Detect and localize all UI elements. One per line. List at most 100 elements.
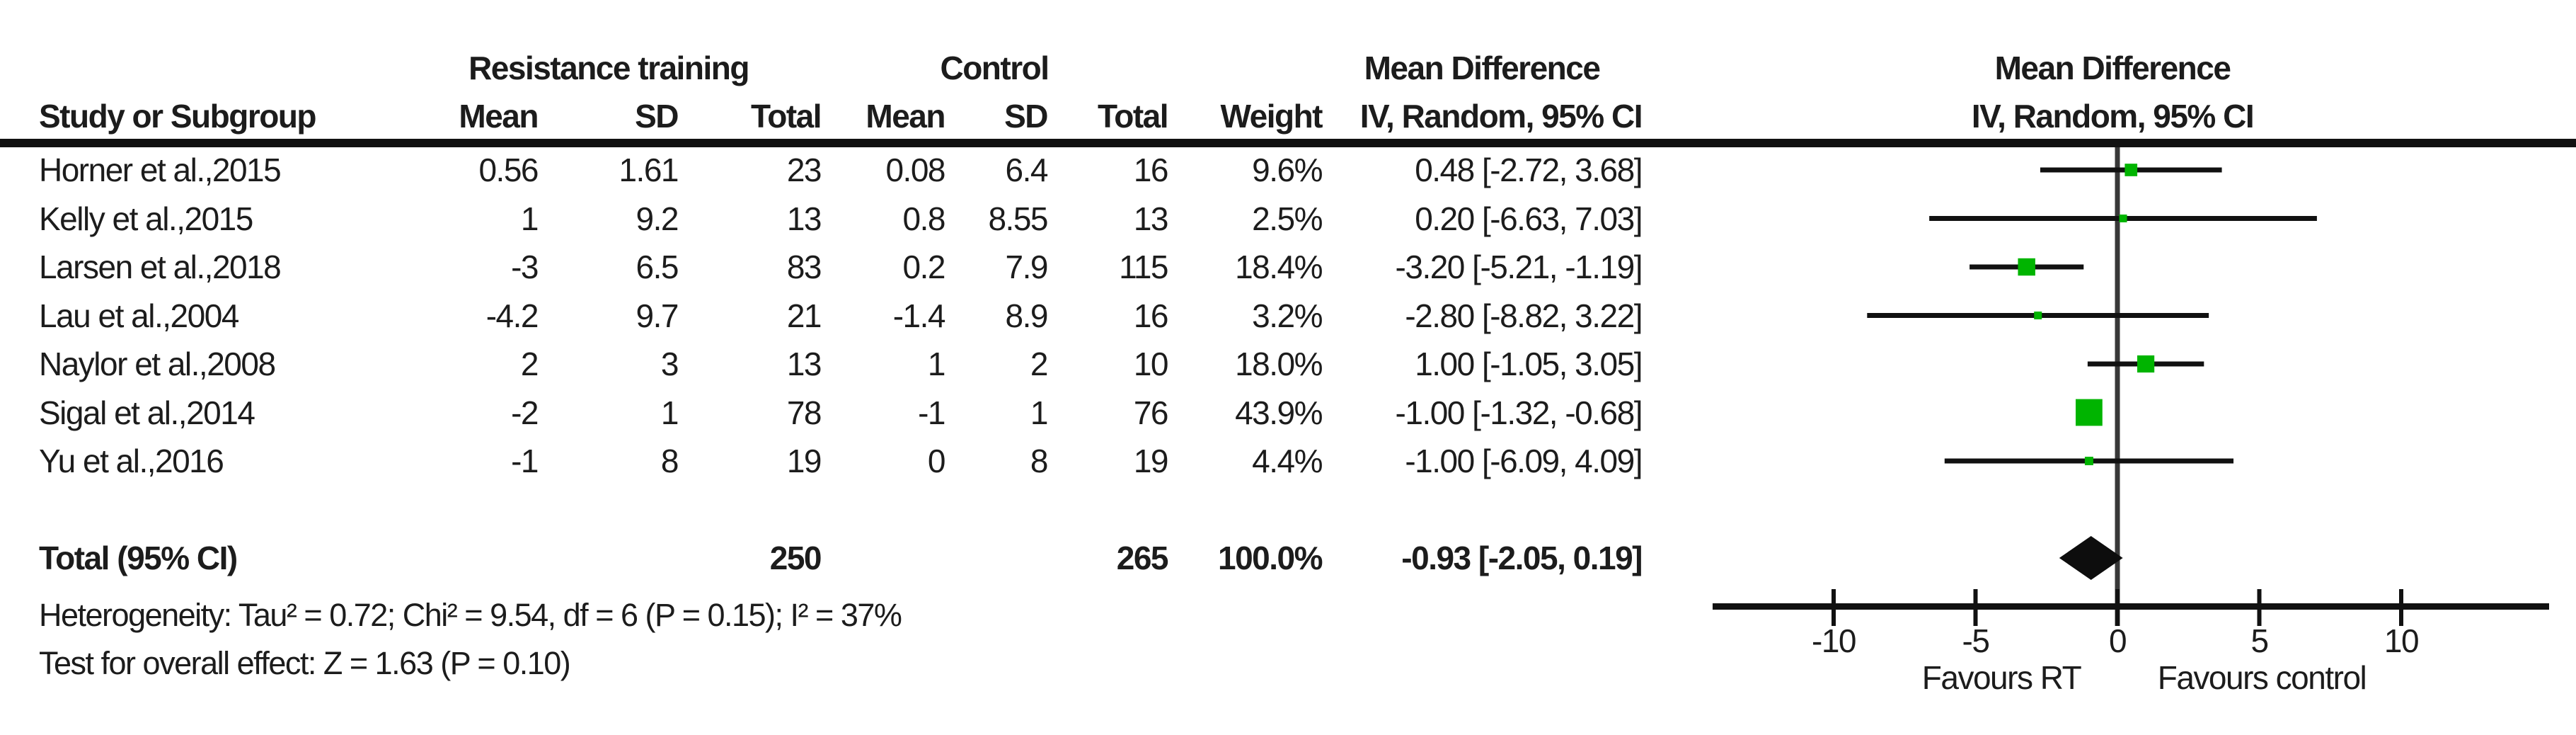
- cell-total2: 16: [1133, 297, 1169, 334]
- plot-subheader: IV, Random, 95% CI: [1971, 98, 2255, 135]
- cell-mean1: -3: [511, 249, 539, 285]
- cell-total1: 23: [786, 152, 822, 188]
- col-mean1-header: Mean: [459, 98, 539, 135]
- cell-total2: 16: [1133, 152, 1169, 188]
- cell-total2: 115: [1119, 249, 1168, 285]
- total-row: Total (95% CI) 250 265 100.0% -0.93 [-2.…: [39, 534, 1643, 582]
- cell-sd2: 1: [1030, 394, 1049, 431]
- cell-sd2: 8.55: [988, 200, 1048, 237]
- cell-total2: 19: [1133, 443, 1169, 479]
- tick-label: 10: [2384, 622, 2418, 659]
- cell-mean1: 0.56: [478, 152, 539, 188]
- total-row-ci: -0.93 [-2.05, 0.19]: [1401, 540, 1643, 576]
- study-row: Sigal et al.,2014 -2 1 78 -1 1 76 43.9% -1.00 [-…: [39, 389, 1643, 437]
- cell-sd1: 3: [660, 346, 679, 382]
- cell-weight: 3.2%: [1252, 297, 1323, 334]
- col-sd2-header: SD: [1004, 98, 1048, 135]
- cell-total2: 13: [1133, 200, 1169, 237]
- zero-line: [2115, 147, 2120, 626]
- tick-label: -5: [1962, 622, 1989, 659]
- cell-study: Horner et al.,2015: [39, 152, 282, 188]
- col-mean2-header: Mean: [866, 98, 945, 135]
- study-row: Yu et al.,2016 -1 8 19 0 8 19 4.4% -1.00 [-6.09,…: [39, 437, 1643, 485]
- cell-mean1: -2: [511, 394, 539, 431]
- group-header-resistance-training: Resistance training: [468, 50, 749, 86]
- cell-mean2: -1: [918, 394, 945, 431]
- cell-ci: -2.80 [-8.82, 3.22]: [1405, 297, 1643, 334]
- plot-header: Mean Difference: [1994, 50, 2231, 86]
- cell-ci: 1.00 [-1.05, 3.05]: [1415, 346, 1643, 382]
- col-study-header: Study or Subgroup: [39, 98, 317, 135]
- cell-mean1: 2: [520, 346, 539, 382]
- cell-total1: 19: [786, 443, 822, 479]
- axis-tick: [1973, 589, 1978, 626]
- x-axis: [1713, 603, 2549, 610]
- cell-sd2: 8.9: [1005, 297, 1049, 334]
- tick-label: -10: [1812, 622, 1856, 659]
- study-row: Horner et al.,2015 0.56 1.61 23 0.08 6.4 16 9.6…: [39, 146, 1643, 194]
- effect-square: [2018, 258, 2035, 276]
- col-weight-header: Weight: [1220, 98, 1323, 135]
- cell-ci: -3.20 [-5.21, -1.19]: [1395, 249, 1643, 285]
- cell-mean2: 0: [927, 443, 946, 479]
- effect-square: [2124, 164, 2138, 176]
- effect-square: [2076, 399, 2103, 426]
- cell-sd1: 6.5: [636, 249, 679, 285]
- cell-sd1: 8: [660, 443, 679, 479]
- overall-effect-text: Test for overall effect: Z = 1.63 (P = 0…: [39, 645, 571, 681]
- cell-ci: -1.00 [-6.09, 4.09]: [1405, 443, 1643, 479]
- total-row-weight: 100.0%: [1217, 540, 1323, 576]
- cell-mean1: 1: [520, 200, 539, 237]
- cell-total1: 83: [786, 249, 822, 285]
- cell-study: Naylor et al.,2008: [39, 346, 276, 382]
- study-row: Naylor et al.,2008 2 3 13 1 2 10 18.0% 1.00 [-1.…: [39, 340, 1643, 388]
- heterogeneity-text: Heterogeneity: Tau² = 0.72; Chi² = 9.54,…: [39, 597, 902, 633]
- cell-study: Larsen et al.,2018: [39, 249, 282, 285]
- col-ci-header: IV, Random, 95% CI: [1359, 98, 1643, 135]
- cell-total1: 78: [786, 394, 822, 431]
- cell-ci: 0.20 [-6.63, 7.03]: [1415, 200, 1643, 237]
- cell-sd2: 7.9: [1005, 249, 1049, 285]
- axis-tick: [2399, 589, 2403, 626]
- cell-study: Kelly et al.,2015: [39, 200, 253, 237]
- cell-weight: 9.6%: [1252, 152, 1323, 188]
- cell-total2: 76: [1133, 394, 1169, 431]
- effect-square: [2034, 312, 2042, 319]
- tick-label: 0: [2109, 622, 2126, 659]
- cell-total1: 13: [786, 200, 822, 237]
- cell-sd1: 1: [660, 394, 679, 431]
- tick-label: 5: [2250, 622, 2267, 659]
- cell-mean2: 0.8: [902, 200, 946, 237]
- cell-total1: 13: [786, 346, 822, 382]
- cell-sd2: 6.4: [1005, 152, 1049, 188]
- cell-mean2: 1: [927, 346, 946, 382]
- header-rule: [0, 139, 2576, 147]
- cell-weight: 2.5%: [1252, 200, 1323, 237]
- effect-square: [2119, 215, 2127, 222]
- cell-mean2: 0.08: [885, 152, 945, 188]
- col-total1-header: Total: [751, 98, 822, 135]
- axis-tick: [2115, 589, 2120, 626]
- cell-sd2: 8: [1030, 443, 1049, 479]
- study-row: Larsen et al.,2018 -3 6.5 83 0.2 7.9 115 18.4% -…: [39, 243, 1643, 291]
- col-total2-header: Total: [1098, 98, 1168, 135]
- total-row-total2: 265: [1116, 540, 1169, 576]
- cell-weight: 4.4%: [1252, 443, 1323, 479]
- cell-ci: 0.48 [-2.72, 3.68]: [1415, 152, 1643, 188]
- effect-square: [2137, 355, 2155, 373]
- favours-left-label: Favours RT: [1922, 659, 2082, 696]
- cell-ci: -1.00 [-1.32, -0.68]: [1395, 394, 1643, 431]
- favours-right-label: Favours control: [2158, 659, 2367, 696]
- cell-mean2: -1.4: [892, 297, 946, 334]
- cell-weight: 43.9%: [1235, 394, 1323, 431]
- axis-tick: [1832, 589, 1836, 626]
- cell-sd1: 9.7: [636, 297, 679, 334]
- axis-tick: [2257, 589, 2262, 626]
- cell-sd2: 2: [1030, 346, 1049, 382]
- col-sd1-header: SD: [635, 98, 679, 135]
- column-header-row: Study or Subgroup Mean SD Total Mean SD …: [39, 92, 1643, 140]
- cell-mean1: -1: [511, 443, 539, 479]
- cell-weight: 18.4%: [1235, 249, 1323, 285]
